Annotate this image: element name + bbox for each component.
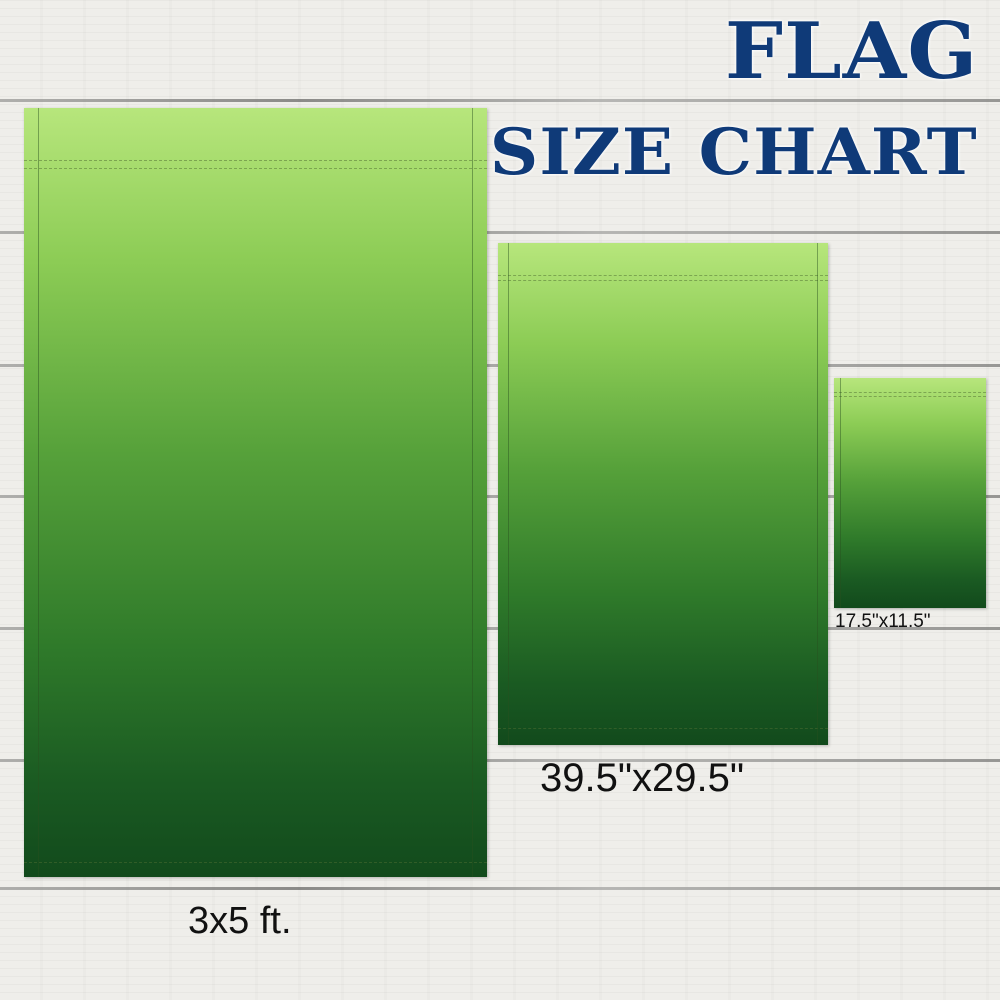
plank-divider	[0, 231, 1000, 234]
flag-medium-size-label: 39.5"x29.5"	[540, 756, 745, 800]
flag-large	[24, 108, 487, 877]
flag-large-size-label: 3x5 ft.	[188, 900, 292, 942]
flag-medium	[498, 243, 828, 745]
plank-divider	[0, 99, 1000, 102]
title-line-1: FLAG	[724, 6, 978, 97]
title-line-2: SIZE CHART	[490, 115, 978, 190]
plank-divider	[0, 887, 1000, 890]
flag-small-size-label: 17.5"x11.5"	[835, 611, 931, 632]
flag-small	[834, 378, 986, 608]
plank-divider	[0, 759, 1000, 762]
